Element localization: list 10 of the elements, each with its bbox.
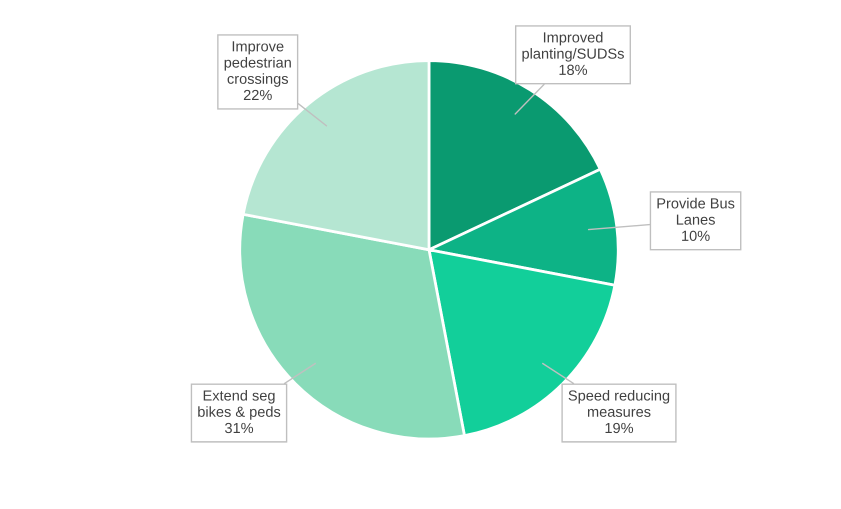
- data-label: 31%: [224, 422, 254, 434]
- data-label: 18%: [560, 64, 588, 76]
- data-label: 10%: [682, 230, 710, 241]
- slice-label: Speed reducing measures: [568, 390, 670, 417]
- data-label: 22%: [244, 90, 272, 100]
- slice-label: Improved planting/SUDSs: [522, 32, 624, 62]
- data-label: 19%: [606, 422, 634, 434]
- slice-label: Extend seg bikes & peds: [198, 390, 280, 420]
- slice-label: Provide Bus Lanes: [657, 198, 734, 225]
- slice-label: Improve pedestrian crossings: [224, 41, 291, 87]
